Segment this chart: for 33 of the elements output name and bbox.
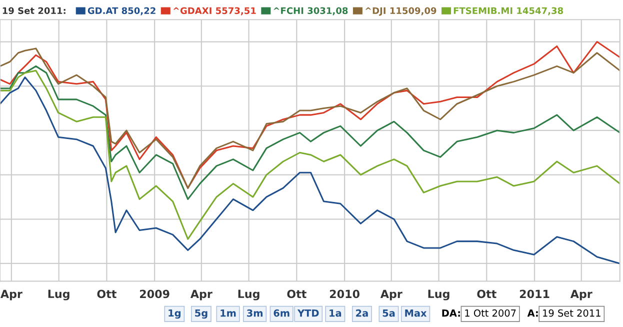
x-tick-label: Lug [238,290,260,300]
x-tick-label: Ott [477,290,496,298]
legend-title: 19 Set 2011: [2,7,66,14]
text: 5g [195,309,208,319]
legend-label: ^GDAXI 5573,51 [173,7,256,16]
legend-label: ^FCHI 3031,08 [274,7,348,16]
x-tick-label: Lug [48,290,70,300]
x-tick-label: 2011 [520,290,550,298]
text: 3m [247,309,262,317]
text: Max [405,310,427,317]
x-tick-label: Apr [570,290,592,300]
x-tick-label: Apr [190,290,212,300]
text: 19 Set 2011 [543,309,600,317]
text: 1g [168,309,180,319]
text: 1 Ott 2007 [465,309,516,317]
text: 6m [274,309,290,317]
text: 1a [330,310,342,317]
legend-label: GD.AT 850,22 [88,7,156,16]
x-tick-label: 2009 [140,290,170,298]
x-tick-label: 2010 [330,290,360,298]
x-tick-label: Apr [380,290,402,300]
text: YTD [297,310,319,317]
text: DA: [442,310,460,317]
text: A: [527,310,538,317]
x-tick-label: Apr [0,290,22,300]
text: 2a [356,309,368,317]
text: 5a [382,310,395,317]
legend-label: ^DJI 11509,09 [365,7,436,16]
legend-label: FTSEMIB.MI 14547,38 [454,7,564,16]
text: 1m [220,310,236,317]
x-tick-label: Ott [287,290,306,298]
x-tick-label: Ott [97,290,116,298]
x-tick-label: Lug [428,290,450,300]
